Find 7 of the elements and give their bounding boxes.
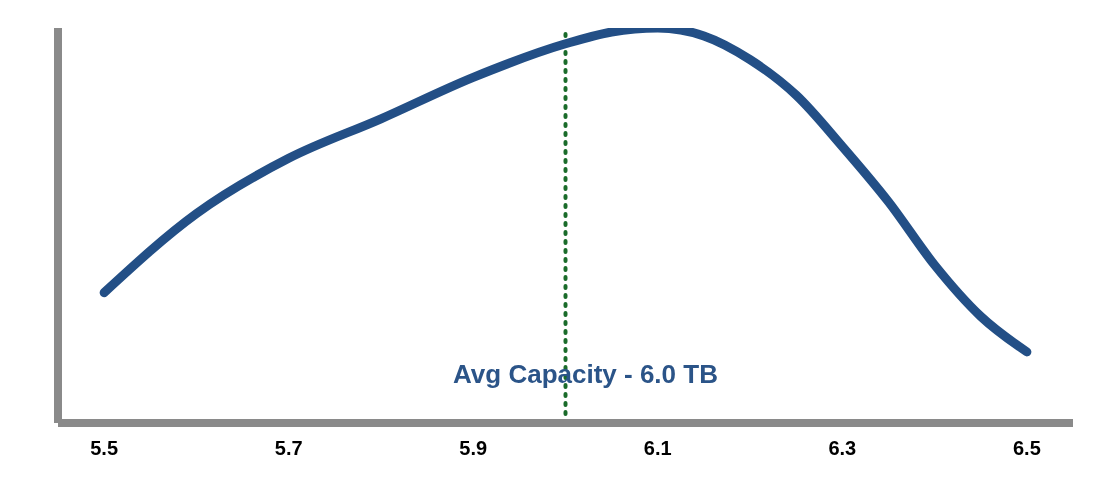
ref-line-label: Avg Capacity - 6.0 TB (453, 359, 718, 389)
x-tick-label: 5.5 (90, 437, 119, 460)
x-tick-label: 6.1 (643, 437, 672, 460)
x-tick-label: 5.7 (274, 437, 303, 460)
x-tick-label: 5.9 (459, 437, 488, 460)
x-tick-label: 6.5 (1012, 437, 1041, 460)
x-tick-label: 6.3 (828, 437, 857, 460)
